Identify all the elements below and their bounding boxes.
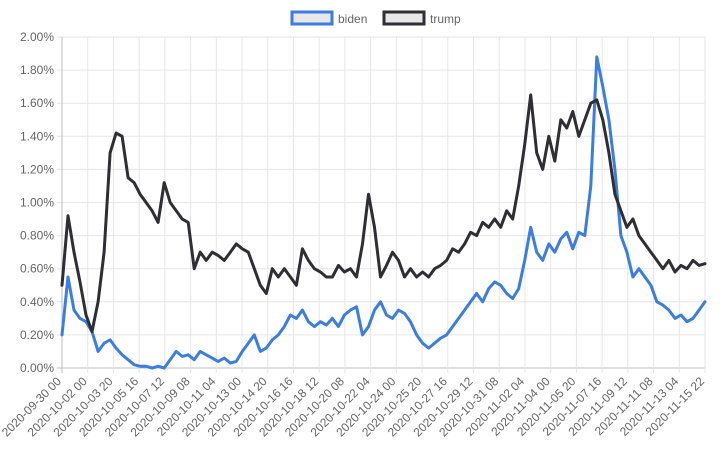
grid [57, 36, 706, 373]
legend-item-biden[interactable]: biden [290, 10, 367, 26]
legend-swatch [290, 10, 334, 26]
y-tick-label: 0.60% [20, 262, 54, 276]
legend-item-trump[interactable]: trump [382, 10, 461, 26]
y-tick-label: 1.20% [20, 162, 54, 176]
y-tick-label: 1.00% [20, 196, 54, 210]
series-line-trump [60, 93, 707, 334]
series-line-biden [60, 55, 707, 370]
legend-label: biden [338, 12, 367, 26]
y-tick-label: 0.80% [20, 229, 54, 243]
y-tick-label: 0.00% [20, 361, 54, 375]
y-tick-label: 2.00% [20, 30, 54, 44]
y-tick-label: 1.40% [20, 129, 54, 143]
y-tick-label: 1.60% [20, 96, 54, 110]
legend-swatch [382, 10, 426, 26]
y-tick-label: 1.80% [20, 63, 54, 77]
legend[interactable]: biden trump [290, 10, 461, 26]
legend-label: trump [430, 12, 461, 26]
y-tick-label: 0.20% [20, 328, 54, 342]
y-tick-label: 0.40% [20, 295, 54, 309]
y-axis: 0.00% 0.20% 0.40% 0.60% 0.80% 1.00% 1.20% 1.40%… [20, 30, 54, 375]
series-lines [60, 55, 707, 370]
